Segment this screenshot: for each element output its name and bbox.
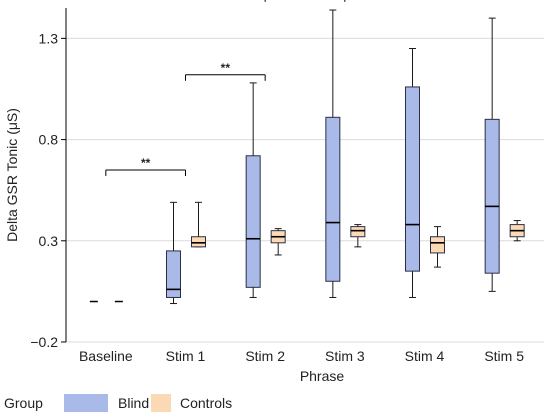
- box-blind: [166, 250, 181, 298]
- significance-brackets: ******: [105, 0, 346, 176]
- x-tick-label: Stim 3: [325, 348, 365, 364]
- grid-lines: [66, 37, 544, 343]
- y-tick-label: 1.3: [39, 30, 59, 46]
- box-blind: [325, 116, 341, 282]
- x-tick-label: Stim 2: [245, 348, 285, 364]
- y-ticks: −0.2 0.3 0.8 1.3: [30, 30, 66, 350]
- legend-label-blind: Blind: [118, 395, 149, 411]
- box-blind: [245, 155, 261, 288]
- x-tick-label: Stim 1: [166, 348, 206, 364]
- legend-title: Group: [4, 395, 43, 411]
- box-blind: [484, 118, 500, 274]
- boxes: [89, 9, 525, 305]
- y-tick-label: 0.8: [39, 132, 59, 148]
- legend-label-controls: Controls: [180, 395, 232, 411]
- y-axis-title: Delta GSR Tonic (μS): [4, 108, 20, 242]
- x-tick-label: Stim 4: [405, 348, 445, 364]
- sig-label: **: [221, 61, 231, 75]
- box-controls: [430, 236, 445, 254]
- legend-swatch-blind: [64, 394, 108, 412]
- x-ticks: Baseline Stim 1 Stim 2 Stim 3 Stim 4 Stim 5: [79, 348, 524, 364]
- sig-label: **: [141, 156, 151, 170]
- y-tick-label: −0.2: [30, 334, 58, 350]
- x-tick-label: Stim 5: [484, 348, 524, 364]
- box-controls: [350, 226, 366, 238]
- legend-swatch-controls: [151, 394, 171, 412]
- x-axis-title: Phrase: [300, 368, 345, 384]
- legend: Group Blind Controls: [4, 394, 232, 412]
- box-controls: [191, 236, 206, 248]
- x-tick-label: Baseline: [79, 348, 133, 364]
- box-blind: [405, 86, 420, 272]
- y-tick-label: 0.3: [39, 233, 59, 249]
